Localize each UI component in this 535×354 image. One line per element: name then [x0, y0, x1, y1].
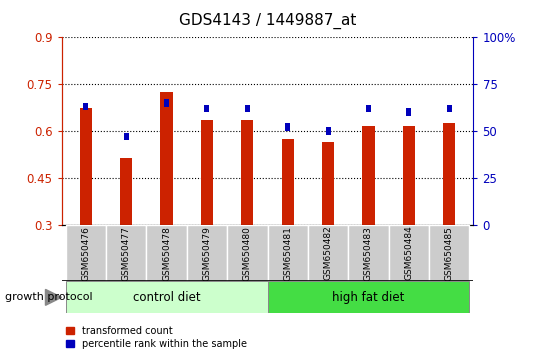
Text: GDS4143 / 1449887_at: GDS4143 / 1449887_at — [179, 12, 356, 29]
Text: GSM650483: GSM650483 — [364, 225, 373, 281]
Text: growth protocol: growth protocol — [5, 292, 93, 302]
Bar — [245, 105, 250, 112]
Text: GSM650481: GSM650481 — [283, 225, 292, 281]
Bar — [201, 120, 213, 225]
Text: control diet: control diet — [133, 291, 200, 304]
FancyBboxPatch shape — [308, 225, 348, 281]
Bar — [322, 142, 334, 225]
Bar — [281, 139, 294, 225]
Bar — [326, 127, 331, 135]
FancyBboxPatch shape — [268, 281, 469, 313]
Text: GSM650479: GSM650479 — [202, 225, 211, 281]
Bar — [366, 105, 371, 112]
FancyBboxPatch shape — [227, 225, 268, 281]
Bar — [124, 133, 128, 140]
Text: GSM650476: GSM650476 — [81, 225, 90, 281]
Bar — [204, 105, 209, 112]
Bar — [241, 120, 254, 225]
FancyBboxPatch shape — [66, 281, 268, 313]
Text: GSM650485: GSM650485 — [445, 225, 454, 281]
Bar — [285, 124, 290, 131]
Text: GSM650477: GSM650477 — [121, 225, 131, 281]
Bar — [362, 126, 374, 225]
FancyBboxPatch shape — [106, 225, 147, 281]
Bar — [407, 108, 411, 116]
Bar — [403, 126, 415, 225]
FancyBboxPatch shape — [187, 225, 227, 281]
FancyBboxPatch shape — [388, 225, 429, 281]
Bar — [447, 105, 452, 112]
Bar — [164, 99, 169, 107]
FancyBboxPatch shape — [66, 225, 106, 281]
FancyBboxPatch shape — [147, 225, 187, 281]
Bar — [120, 158, 132, 225]
FancyBboxPatch shape — [268, 225, 308, 281]
Bar — [160, 92, 173, 225]
Bar — [80, 108, 92, 225]
FancyBboxPatch shape — [429, 225, 469, 281]
Legend: transformed count, percentile rank within the sample: transformed count, percentile rank withi… — [66, 326, 247, 349]
Bar — [443, 123, 455, 225]
Text: GSM650478: GSM650478 — [162, 225, 171, 281]
Polygon shape — [45, 290, 62, 305]
Text: GSM650480: GSM650480 — [243, 225, 252, 281]
Bar — [83, 103, 88, 110]
Text: GSM650482: GSM650482 — [324, 226, 333, 280]
FancyBboxPatch shape — [348, 225, 388, 281]
Text: high fat diet: high fat diet — [332, 291, 404, 304]
Text: GSM650484: GSM650484 — [404, 226, 414, 280]
